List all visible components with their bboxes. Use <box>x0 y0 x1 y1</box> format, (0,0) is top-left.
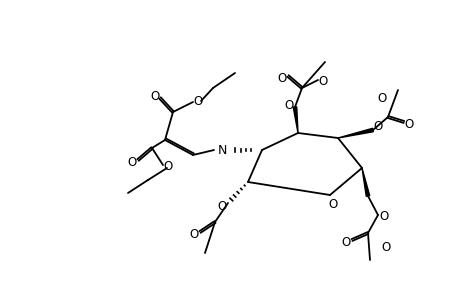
Text: O: O <box>284 98 293 112</box>
Text: O: O <box>318 74 327 88</box>
Text: O: O <box>163 160 172 173</box>
Text: O: O <box>193 94 202 107</box>
Text: O: O <box>277 71 286 85</box>
Text: O: O <box>217 200 226 214</box>
Polygon shape <box>361 168 369 197</box>
Polygon shape <box>293 107 297 133</box>
Text: O: O <box>341 236 350 250</box>
Text: O: O <box>189 229 198 242</box>
Text: O: O <box>403 118 413 131</box>
Text: O: O <box>373 121 382 134</box>
Text: O: O <box>381 242 390 254</box>
Polygon shape <box>337 128 373 138</box>
Text: O: O <box>328 197 337 211</box>
Text: O: O <box>127 155 136 169</box>
Text: O: O <box>379 211 388 224</box>
Text: O: O <box>376 92 386 104</box>
Text: O: O <box>150 89 159 103</box>
Text: N: N <box>217 143 226 157</box>
